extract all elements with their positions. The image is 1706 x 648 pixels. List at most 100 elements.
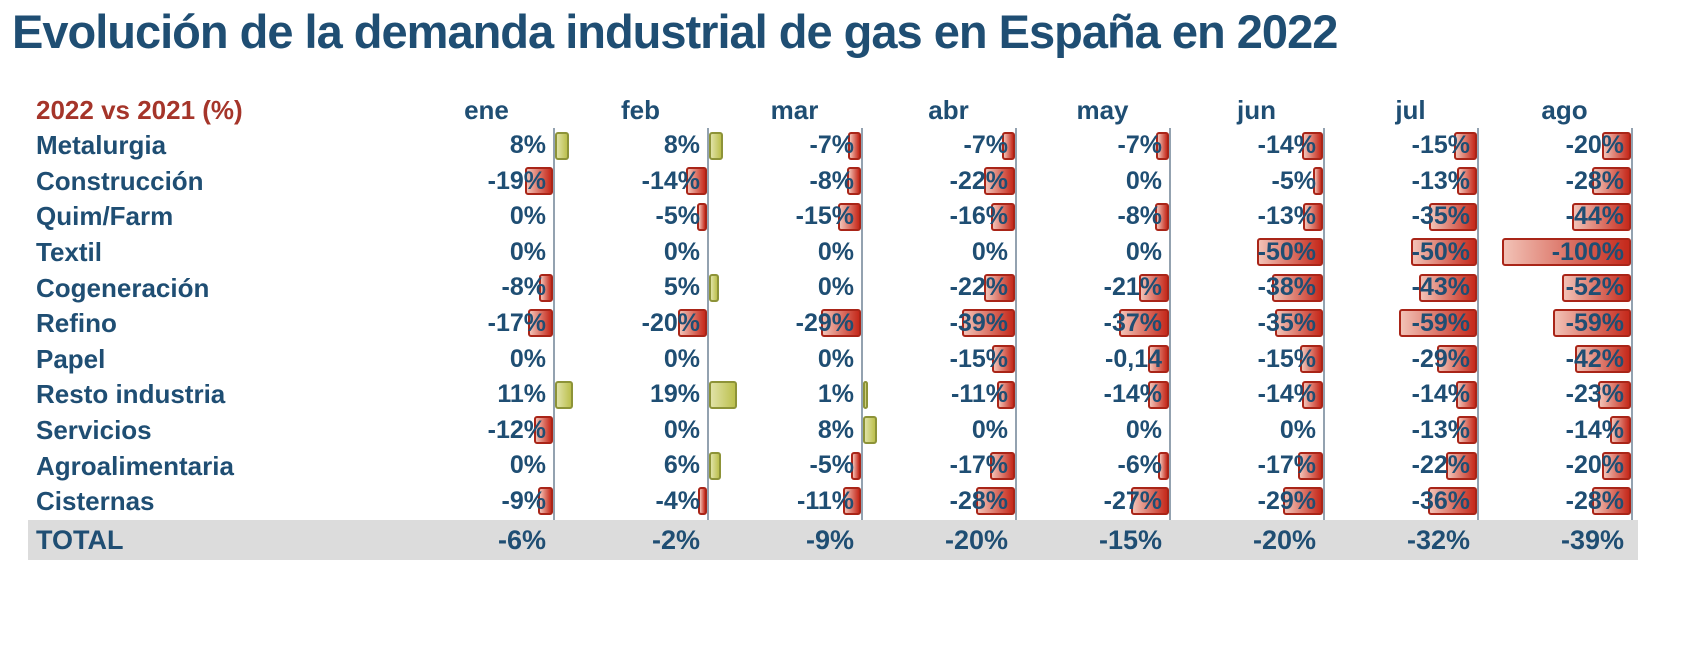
negative-bar — [696, 202, 707, 231]
value-cell: 8% — [728, 412, 882, 449]
month-header-may: may — [1036, 95, 1190, 126]
negative-bar — [527, 309, 553, 338]
table-row: Resto industria 11% 19% 1% -11% -14% -14% -14% -… — [0, 377, 1706, 413]
cell-value: -28% — [1565, 486, 1624, 515]
value-cell: -15% — [1344, 128, 1498, 164]
zero-axis-line — [1169, 483, 1171, 520]
zero-axis-line — [707, 412, 709, 449]
negative-bar — [1118, 309, 1169, 338]
cell-value: -35% — [1411, 202, 1470, 231]
table-row: Refino -17% -20% -29% -39% -37% -35% -59% -59% — [0, 305, 1706, 342]
negative-bar — [1399, 309, 1477, 338]
cell-value: -29% — [1411, 344, 1470, 373]
value-cell: 1% — [728, 377, 882, 413]
zero-axis-line — [707, 163, 709, 200]
cell-value: -27% — [1103, 486, 1162, 515]
cell-value: -2% — [651, 524, 700, 555]
cell-value: 1% — [817, 380, 854, 409]
negative-bar — [1456, 167, 1477, 196]
cell-value: -13% — [1411, 166, 1470, 195]
value-cell: -32% — [1344, 520, 1498, 560]
table-row: Cogeneración -8% 5% 0% -22% -21% -38% -43% -52% — [0, 270, 1706, 306]
zero-axis-line — [1631, 483, 1633, 520]
cell-value: -50% — [1257, 237, 1316, 266]
zero-axis-line — [1631, 128, 1633, 164]
row-label: Agroalimentaria — [36, 450, 234, 481]
cell-value: -28% — [1565, 166, 1624, 195]
negative-bar — [1301, 131, 1323, 160]
cell-value: -13% — [1257, 202, 1316, 231]
negative-bar — [820, 309, 861, 338]
value-cell: 0% — [574, 341, 728, 378]
cell-value: -14% — [1565, 415, 1624, 444]
value-cell: -39% — [1498, 520, 1652, 560]
cell-value: 0% — [1279, 415, 1316, 444]
zero-axis-line — [707, 199, 709, 235]
value-cell: -20% — [1498, 448, 1652, 484]
zero-axis-line — [1631, 270, 1633, 306]
zero-axis-line — [1169, 163, 1171, 200]
zero-axis-line — [1015, 270, 1017, 306]
cell-value: -14% — [1257, 131, 1316, 159]
value-cell: -35% — [1344, 199, 1498, 235]
value-cell: 0% — [728, 234, 882, 271]
value-cell: 6% — [574, 448, 728, 484]
zero-axis-line — [707, 448, 709, 484]
cell-value: -37% — [1103, 308, 1162, 337]
zero-axis-line — [1323, 234, 1325, 271]
cell-value: 0% — [817, 344, 854, 373]
zero-axis-line — [1015, 234, 1017, 271]
cell-value: -20% — [1565, 451, 1624, 480]
value-cell: -28% — [882, 483, 1036, 520]
negative-bar — [1138, 273, 1169, 302]
zero-axis-line — [1015, 199, 1017, 235]
header-row: 2022 vs 2021 (%) ene feb mar abr may jun jul ag… — [0, 92, 1706, 128]
table-body: Metalurgia 8% 8% -7% -7% -7% -14% -15% -20% Const… — [0, 128, 1706, 520]
zero-axis-line — [1323, 305, 1325, 342]
negative-bar — [1592, 167, 1631, 196]
value-cell: 0% — [728, 341, 882, 378]
cell-value: -9% — [501, 486, 546, 515]
zero-axis-line — [553, 448, 555, 484]
negative-bar — [1312, 167, 1323, 196]
cell-value: -35% — [1257, 308, 1316, 337]
cell-value: -20% — [641, 308, 700, 337]
table-row: Cisternas -9% -4% -11% -28% -27% -29% -36% -28% — [0, 483, 1706, 520]
negative-bar — [1282, 487, 1323, 516]
cell-value: 0% — [509, 344, 546, 373]
value-cell: -35% — [1190, 305, 1344, 342]
cell-value: -15% — [1411, 131, 1470, 159]
value-cell: 0% — [420, 199, 574, 235]
cell-value: -17% — [1257, 451, 1316, 480]
cell-value: 19% — [649, 380, 700, 409]
value-cell: -9% — [728, 520, 882, 560]
cell-value: 0% — [663, 237, 700, 266]
value-cell: -17% — [882, 448, 1036, 484]
zero-axis-line — [1477, 377, 1479, 413]
cell-value: -8% — [1117, 202, 1162, 231]
value-cell: 8% — [574, 128, 728, 164]
negative-bar — [678, 309, 707, 338]
cell-value: -43% — [1411, 273, 1470, 302]
value-cell: -7% — [882, 128, 1036, 164]
value-cell: -4% — [574, 483, 728, 520]
zero-axis-line — [707, 305, 709, 342]
zero-axis-line — [1015, 128, 1017, 164]
value-cell: 8% — [420, 128, 574, 164]
zero-axis-line — [1169, 234, 1171, 271]
month-header-ene: ene — [420, 95, 574, 126]
negative-bar — [848, 131, 861, 160]
value-cell: -20% — [574, 305, 728, 342]
negative-bar — [989, 451, 1015, 480]
value-cell: -11% — [882, 377, 1036, 413]
zero-axis-line — [1477, 412, 1479, 449]
zero-axis-line — [1169, 128, 1171, 164]
value-cell: -14% — [574, 163, 728, 200]
cell-value: -29% — [795, 308, 854, 337]
negative-bar — [1553, 309, 1631, 338]
negative-bar — [685, 167, 707, 196]
cell-value: -8% — [501, 273, 546, 302]
cell-value: 0% — [817, 273, 854, 302]
zero-axis-line — [861, 305, 863, 342]
value-cell: 0% — [420, 341, 574, 378]
